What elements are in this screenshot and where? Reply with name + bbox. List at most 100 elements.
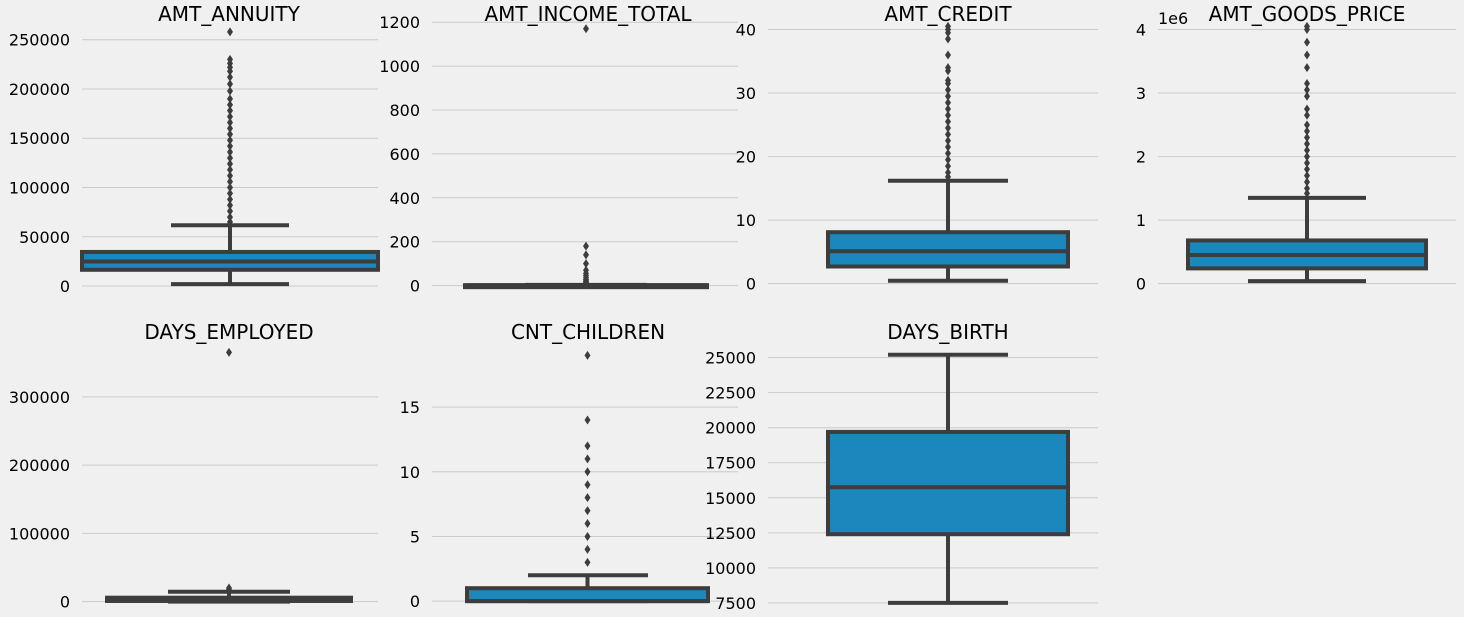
outlier-point <box>227 177 233 187</box>
outlier-point <box>227 123 233 133</box>
outlier-point <box>584 441 591 451</box>
y-tick-label: 0 <box>410 592 420 611</box>
y-tick-label: 22500 <box>705 384 756 403</box>
y-tick-label: 0 <box>60 277 70 296</box>
y-tick-label: 25000 <box>705 349 756 368</box>
chart-title: CNT_CHILDREN <box>511 320 665 344</box>
boxplot-panel-amt-credit: 0 10 20 30 40 AMT_CREDIT <box>736 2 1098 294</box>
outlier-point <box>227 27 233 37</box>
y-tick-label: 30 <box>736 84 756 103</box>
outlier-point <box>584 480 591 490</box>
outlier-point <box>1304 152 1310 162</box>
outlier-point <box>584 519 591 529</box>
outlier-point <box>945 66 951 76</box>
outlier-point <box>945 104 951 114</box>
y-tick-label: 10 <box>736 211 756 230</box>
y-tick-label: 40 <box>736 21 756 40</box>
outlier-point <box>227 147 233 157</box>
y-tick-label: 0 <box>60 593 70 612</box>
outlier-point <box>945 28 951 38</box>
y-tick-label: 7500 <box>715 594 756 613</box>
outlier-point <box>227 159 233 169</box>
y-tick-label: 15 <box>400 398 420 417</box>
outlier-point <box>945 91 951 101</box>
y-tick-label: 200000 <box>9 80 70 99</box>
outlier-point <box>1304 133 1310 143</box>
y-tick-label: 100000 <box>9 524 70 543</box>
outlier-point <box>226 586 232 596</box>
chart-title: AMT_ANNUITY <box>158 2 301 26</box>
outlier-point <box>945 85 951 95</box>
y-tick-label: 1000 <box>379 57 420 76</box>
outlier-point <box>1304 158 1310 168</box>
outlier-point <box>583 250 589 260</box>
outlier-point <box>945 117 951 127</box>
boxplot-panel-days-birth: 7500 10000 12500 15000 17500 20000 22500 25000 D… <box>705 320 1098 613</box>
outlier-point <box>227 106 233 116</box>
outlier-point <box>227 100 233 110</box>
outlier-point <box>1304 50 1310 60</box>
outlier-point <box>945 98 951 108</box>
outlier-point <box>1304 37 1310 47</box>
outlier-point <box>584 350 591 360</box>
outlier-point <box>584 544 591 554</box>
outlier-point <box>945 142 951 152</box>
boxplot-panel-days-employed: 0 100000 200000 300000 DAYS_EMPLOYED <box>9 320 378 612</box>
outlier-point <box>227 141 233 151</box>
y-tick-label: 20000 <box>705 419 756 438</box>
boxplot-panel-amt-annuity: 0 50000 100000 150000 200000 250000 AMT_ANNUIT… <box>9 2 380 296</box>
chart-title: AMT_CREDIT <box>884 2 1012 26</box>
outlier-point <box>1304 85 1310 95</box>
y-tick-label: 12500 <box>705 524 756 543</box>
outlier-point <box>227 171 233 181</box>
outlier-point <box>227 129 233 139</box>
y-tick-label: 20 <box>736 148 756 167</box>
y-tick-label: 1200 <box>379 13 420 32</box>
outlier-point <box>1304 188 1310 198</box>
y-tick-label: 5 <box>410 527 420 546</box>
outlier-point <box>1304 171 1310 181</box>
outlier-point <box>945 79 951 89</box>
outlier-point <box>584 531 591 541</box>
y-tick-label: 50000 <box>19 228 70 247</box>
boxplot-panel-cnt-children: 0 5 10 15 CNT_CHILDREN <box>400 320 738 611</box>
boxplot-panel-amt-income-total: 0 200 400 600 800 1000 1200 AMT_INCOME_TOTAL <box>379 2 738 296</box>
y-tick-label: 600 <box>389 145 420 164</box>
outlier-point <box>227 112 233 122</box>
y-tick-label: 15000 <box>705 489 756 508</box>
chart-title: DAYS_BIRTH <box>887 320 1008 344</box>
y-tick-label: 10 <box>400 463 420 482</box>
y-tick-label: 250000 <box>9 31 70 50</box>
outlier-point <box>584 454 591 464</box>
y-tick-label: 1 <box>1136 211 1146 230</box>
outlier-point <box>227 79 233 89</box>
outlier-point <box>1304 63 1310 73</box>
outlier-point <box>945 172 951 182</box>
outlier-point <box>227 183 233 193</box>
outlier-point <box>583 24 589 34</box>
axis-offset-label: 1e6 <box>1158 9 1188 28</box>
outlier-point <box>945 148 951 158</box>
outlier-point <box>1304 120 1310 130</box>
outlier-point <box>584 493 591 503</box>
y-tick-label: 2 <box>1136 148 1146 167</box>
outlier-point <box>227 66 233 76</box>
outlier-point <box>584 415 591 425</box>
outlier-point <box>1304 79 1310 89</box>
outlier-point <box>227 94 233 104</box>
outlier-point <box>945 50 951 60</box>
outlier-point <box>1304 91 1310 101</box>
outlier-point <box>227 153 233 163</box>
chart-title: AMT_INCOME_TOTAL <box>484 2 692 26</box>
y-tick-label: 0 <box>1136 275 1146 294</box>
y-tick-label: 0 <box>746 275 756 294</box>
outlier-point <box>227 165 233 175</box>
iqr-box <box>826 429 1070 537</box>
outlier-point <box>227 206 233 216</box>
outlier-point <box>945 34 951 44</box>
outlier-point <box>583 280 589 290</box>
outlier-point <box>227 194 233 204</box>
outlier-point <box>584 557 591 567</box>
outlier-point <box>227 72 233 82</box>
